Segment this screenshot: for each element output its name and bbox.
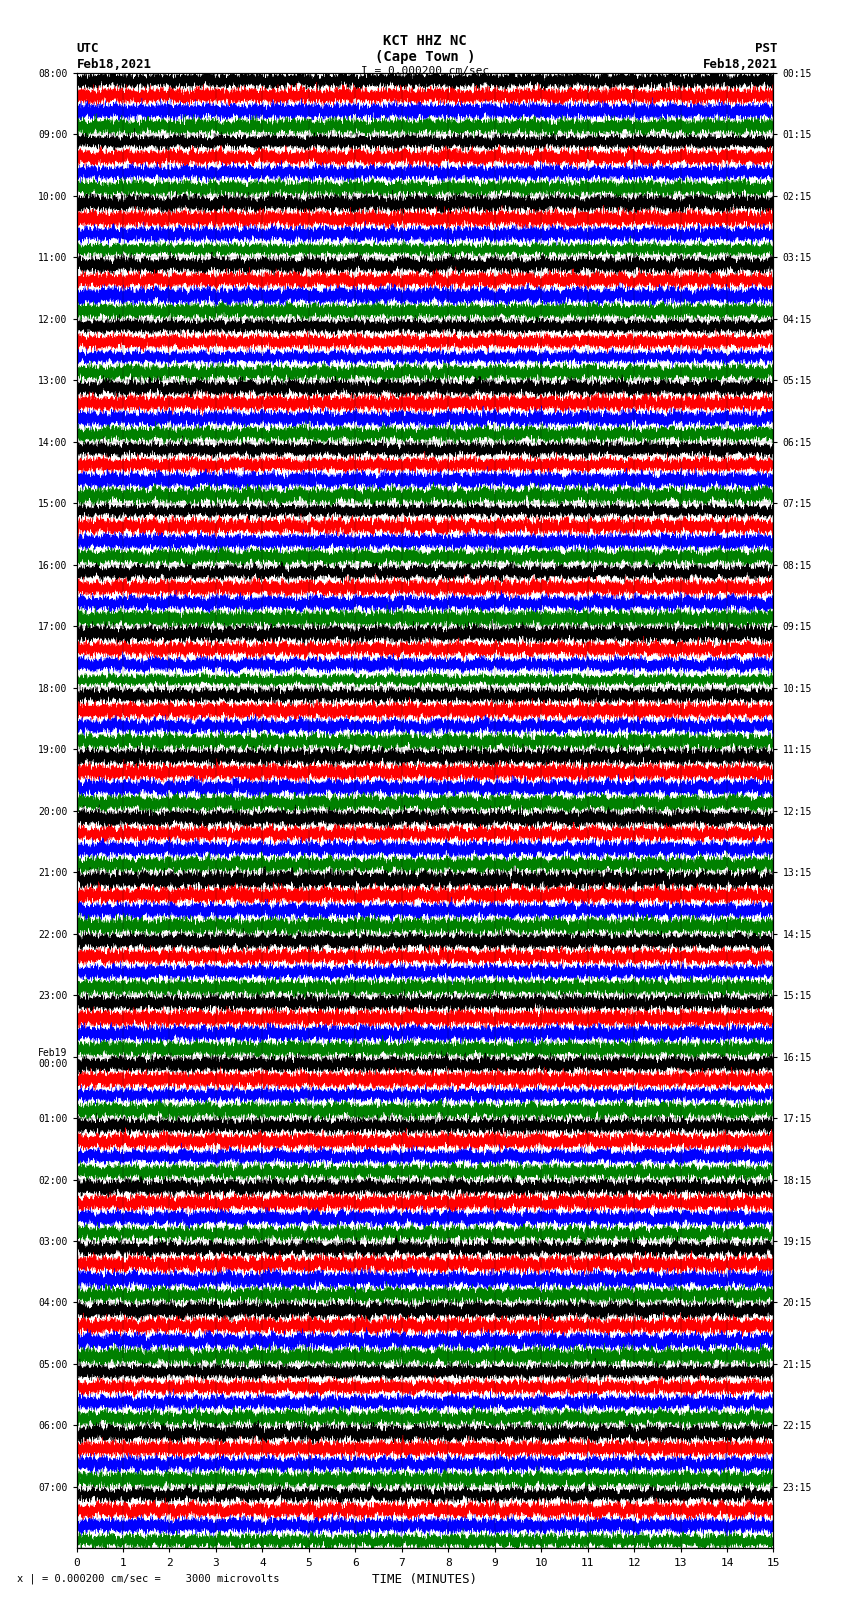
Text: PST: PST [756, 42, 778, 55]
Text: UTC: UTC [76, 42, 99, 55]
Text: x | = 0.000200 cm/sec =    3000 microvolts: x | = 0.000200 cm/sec = 3000 microvolts [17, 1573, 280, 1584]
Text: (Cape Town ): (Cape Town ) [375, 50, 475, 65]
Text: KCT HHZ NC: KCT HHZ NC [383, 34, 467, 48]
Text: Feb18,2021: Feb18,2021 [76, 58, 151, 71]
X-axis label: TIME (MINUTES): TIME (MINUTES) [372, 1573, 478, 1586]
Text: I = 0.000200 cm/sec: I = 0.000200 cm/sec [361, 66, 489, 76]
Text: Feb18,2021: Feb18,2021 [703, 58, 778, 71]
